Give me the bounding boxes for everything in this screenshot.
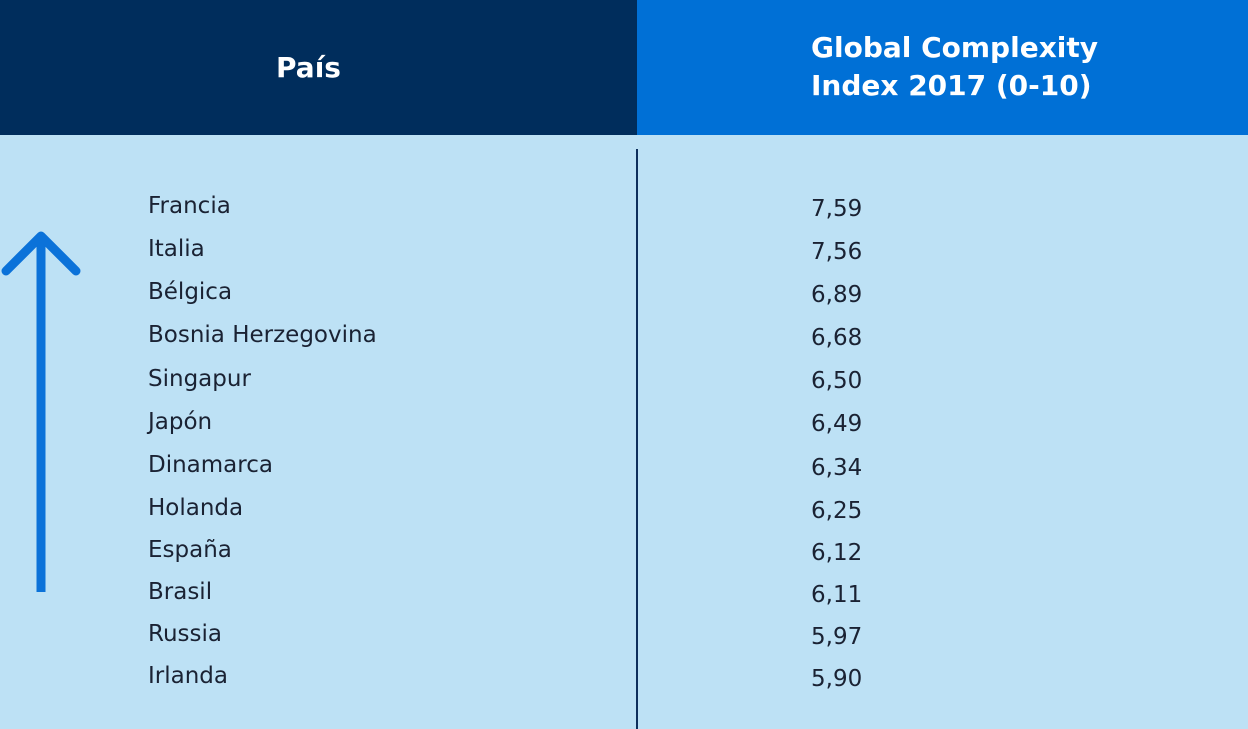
index-value-cell: 5,97: [811, 624, 863, 650]
index-value-cell: 6,25: [811, 498, 863, 524]
country-header-label: País: [276, 51, 341, 84]
arrow-head: [1, 231, 81, 276]
index-value-cell: 7,59: [811, 196, 863, 222]
country-cell: Francia: [148, 193, 231, 219]
index-value-cell: 6,49: [811, 411, 863, 437]
column-divider: [636, 149, 638, 729]
country-cell: Bélgica: [148, 279, 233, 305]
country-cell: Italia: [148, 236, 205, 262]
index-value-cell: 5,90: [811, 666, 863, 692]
index-value-cell: 6,89: [811, 282, 863, 308]
index-value-cell: 7,56: [811, 239, 863, 265]
country-cell: Holanda: [148, 495, 244, 521]
index-value-cell: 6,68: [811, 325, 863, 351]
index-value-cell: 6,34: [811, 455, 863, 481]
index-header-label: Global Complexity Index 2017 (0-10): [811, 31, 1098, 102]
country-column-header: País: [0, 0, 637, 135]
arrow-up-icon: [1, 231, 81, 592]
index-column-header: Global Complexity Index 2017 (0-10): [637, 0, 1248, 135]
index-value-cell: 6,50: [811, 368, 863, 394]
country-cell: Japón: [148, 409, 213, 435]
country-cell: Irlanda: [148, 663, 228, 689]
index-value-cell: 6,11: [811, 582, 863, 608]
country-cell: Russia: [148, 621, 222, 647]
country-cell: Dinamarca: [148, 452, 273, 478]
country-cell: Bosnia Herzegovina: [148, 322, 377, 348]
index-value-cell: 6,12: [811, 540, 863, 566]
country-cell: Brasil: [148, 579, 213, 605]
country-cell: Singapur: [148, 366, 251, 392]
country-cell: España: [148, 537, 232, 563]
